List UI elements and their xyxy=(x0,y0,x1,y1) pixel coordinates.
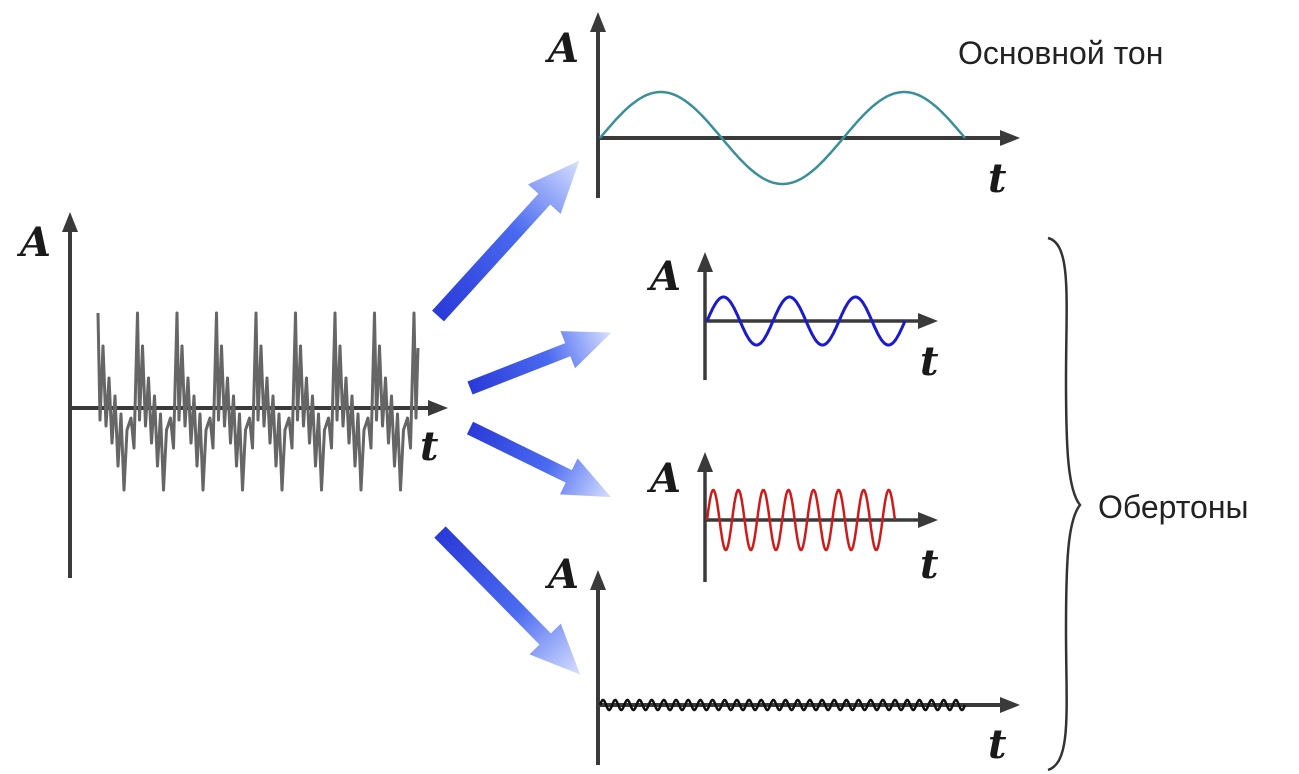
complex-wave-panel: A t xyxy=(16,212,448,578)
fundamental-label: Основной тон xyxy=(958,35,1163,71)
overtone-1-amplitude-label: A xyxy=(646,253,681,300)
arrow-to-fundamental-icon xyxy=(432,160,580,322)
overtone-2-panel: A t xyxy=(646,452,939,588)
overtone-3-amplitude-label: A xyxy=(544,551,579,598)
arrow-to-overtone-1-icon xyxy=(467,331,612,395)
fundamental-panel: A t Основной тон xyxy=(544,12,1163,202)
overtone-3-wave xyxy=(598,698,967,712)
overtones-label: Обертоны xyxy=(1098,489,1249,525)
overtone-1-time-label: t xyxy=(920,338,939,385)
decomposition-arrows xyxy=(432,160,612,675)
overtone-3-time-label: t xyxy=(988,721,1007,768)
overtone-2-wave xyxy=(705,488,897,552)
overtone-1-panel: A t xyxy=(646,252,939,385)
complex-wave-curve xyxy=(96,311,420,492)
fundamental-wave xyxy=(599,90,966,186)
overtone-1-wave xyxy=(705,295,907,347)
complex-wave-time-label: t xyxy=(420,423,439,470)
arrow-to-overtone-3-icon xyxy=(434,526,581,675)
complex-wave-amplitude-label: A xyxy=(16,219,51,266)
overtone-3-panel: A t xyxy=(544,551,1020,768)
fundamental-time-label: t xyxy=(988,155,1007,202)
overtones-brace xyxy=(1047,236,1082,772)
overtone-2-time-label: t xyxy=(920,541,939,588)
fundamental-amplitude-label: A xyxy=(544,25,579,72)
overtone-2-amplitude-label: A xyxy=(646,455,681,502)
arrow-to-overtone-2-icon xyxy=(466,421,611,498)
